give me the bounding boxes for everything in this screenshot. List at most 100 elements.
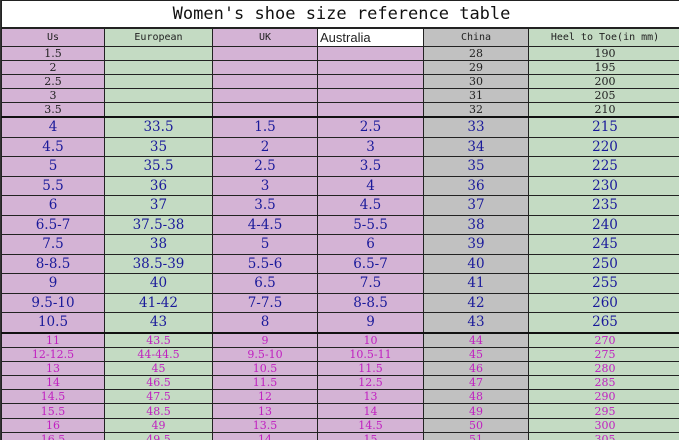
table-row: 12-12.5 44-44.5 9.5-10 10.5-11 45 275 [1, 346, 679, 362]
cell-european [104, 74, 213, 89]
cell-uk: 10.5 [212, 360, 318, 377]
cell-uk: 3.5 [212, 195, 318, 216]
cell-uk: 13.5 [212, 417, 318, 433]
cell-us: 3 [1, 88, 105, 103]
cell-uk: 3 [212, 175, 318, 196]
table-row: 6.5-7 37.5-38 4-4.5 5-5.5 38 240 [1, 214, 679, 235]
table-row: 14.5 47.5 12 13 48 290 [1, 389, 679, 405]
cell-china: 43 [423, 312, 529, 333]
table-row: 1.5 28 190 [1, 46, 679, 61]
cell-uk: 13 [212, 403, 318, 419]
cell-heel-to-toe: 275 [527, 346, 679, 362]
cell-heel-to-toe: 240 [527, 214, 679, 235]
cell-us: 16.5 [1, 431, 105, 440]
cell-australia: 14 [317, 403, 424, 419]
cell-uk [212, 60, 318, 75]
table-row: 11 43.5 9 10 44 270 [1, 331, 679, 348]
cell-uk: 11.5 [212, 375, 318, 391]
cell-china: 34 [423, 136, 529, 157]
cell-uk: 12 [212, 389, 318, 405]
cell-china: 45 [423, 346, 529, 362]
cell-us: 6.5-7 [1, 214, 105, 235]
cell-heel-to-toe: 260 [527, 292, 679, 313]
cell-australia: 3 [317, 136, 424, 157]
table-row: 3 31 205 [1, 88, 679, 103]
cell-heel-to-toe: 190 [527, 46, 679, 61]
cell-uk: 5 [212, 234, 318, 255]
cell-china: 47 [423, 375, 529, 391]
cell-european: 38.5-39 [104, 253, 213, 274]
cell-us: 11 [1, 331, 105, 348]
cell-uk: 1.5 [212, 116, 318, 138]
cell-australia: 4 [317, 175, 424, 196]
table-row: 2.5 30 200 [1, 74, 679, 89]
cell-china: 44 [423, 331, 529, 348]
cell-european: 40 [104, 273, 213, 294]
cell-china: 37 [423, 195, 529, 216]
cell-european: 41-42 [104, 292, 213, 313]
cell-china: 49 [423, 403, 529, 419]
cell-european: 48.5 [104, 403, 213, 419]
cell-australia: 10 [317, 331, 424, 348]
table-row: 3.5 32 210 [1, 102, 679, 118]
cell-australia: 6.5-7 [317, 253, 424, 274]
cell-australia: 14.5 [317, 417, 424, 433]
table-row: 10.5 43 8 9 43 265 [1, 312, 679, 333]
cell-australia [317, 60, 424, 75]
cell-china: 48 [423, 389, 529, 405]
cell-heel-to-toe: 255 [527, 273, 679, 294]
table-row: 5 35.5 2.5 3.5 35 225 [1, 156, 679, 177]
cell-china: 32 [423, 102, 529, 118]
cell-australia [317, 102, 424, 118]
cell-european: 43 [104, 312, 213, 333]
cell-heel-to-toe: 295 [527, 403, 679, 419]
cell-us: 16 [1, 417, 105, 433]
cell-china: 35 [423, 156, 529, 177]
cell-heel-to-toe: 290 [527, 389, 679, 405]
header-european: European [104, 27, 213, 47]
cell-uk [212, 88, 318, 103]
cell-uk [212, 74, 318, 89]
table-row: 16.5 49.5 14 15 51 305 [1, 431, 679, 440]
table-row: 14 46.5 11.5 12.5 47 285 [1, 375, 679, 391]
cell-uk [212, 102, 318, 118]
title-row: Women's shoe size reference table [1, 0, 679, 29]
cell-china: 50 [423, 417, 529, 433]
cell-european: 43.5 [104, 331, 213, 348]
cell-china: 51 [423, 431, 529, 440]
cell-china: 41 [423, 273, 529, 294]
cell-european: 38 [104, 234, 213, 255]
cell-us: 2.5 [1, 74, 105, 89]
cell-uk: 9.5-10 [212, 346, 318, 362]
cell-european: 46.5 [104, 375, 213, 391]
table-row: 6 37 3.5 4.5 37 235 [1, 195, 679, 216]
cell-european: 49.5 [104, 431, 213, 440]
cell-heel-to-toe: 195 [527, 60, 679, 75]
table-row: 8-8.5 38.5-39 5.5-6 6.5-7 40 250 [1, 253, 679, 274]
cell-us: 5 [1, 156, 105, 177]
cell-heel-to-toe: 205 [527, 88, 679, 103]
cell-uk [212, 46, 318, 61]
cell-us: 12-12.5 [1, 346, 105, 362]
cell-european: 33.5 [104, 116, 213, 138]
cell-european: 35.5 [104, 156, 213, 177]
table-row: 7.5 38 5 6 39 245 [1, 234, 679, 255]
cell-heel-to-toe: 235 [527, 195, 679, 216]
cell-us: 13 [1, 360, 105, 377]
cell-heel-to-toe: 215 [527, 116, 679, 138]
cell-china: 46 [423, 360, 529, 377]
header-heel-to-toe: Heel to Toe(in mm) [527, 27, 679, 47]
cell-us: 2 [1, 60, 105, 75]
cell-uk: 2 [212, 136, 318, 157]
cell-heel-to-toe: 245 [527, 234, 679, 255]
cell-european [104, 88, 213, 103]
table-row: 15.5 48.5 13 14 49 295 [1, 403, 679, 419]
cell-china: 33 [423, 116, 529, 138]
cell-us: 10.5 [1, 312, 105, 333]
cell-australia: 2.5 [317, 116, 424, 138]
cell-us: 7.5 [1, 234, 105, 255]
table-title: Women's shoe size reference table [1, 0, 679, 29]
table-row: 2 29 195 [1, 60, 679, 75]
cell-australia: 6 [317, 234, 424, 255]
